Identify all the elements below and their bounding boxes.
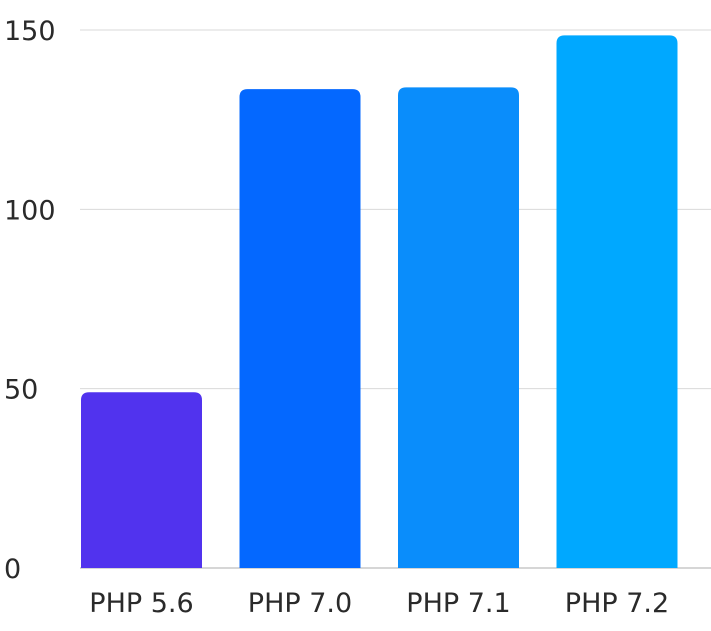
x-category-label: PHP 7.0 (248, 588, 352, 619)
y-tick-label: 50 (4, 375, 38, 406)
y-axis-tick-labels: 0 50 100 150 (4, 16, 56, 585)
y-tick-label: 0 (4, 554, 21, 585)
y-tick-label: 100 (4, 195, 56, 226)
bar (556, 35, 678, 568)
bar (81, 392, 202, 568)
y-tick-label: 150 (4, 16, 56, 47)
x-axis-category-labels: PHP 5.6 PHP 7.0 PHP 7.1 PHP 7.2 (89, 588, 669, 619)
x-category-label: PHP 7.2 (565, 588, 669, 619)
x-category-label: PHP 7.1 (406, 588, 510, 619)
bar (239, 89, 361, 569)
bars (81, 35, 678, 569)
bar (398, 87, 519, 569)
x-category-label: PHP 5.6 (89, 588, 193, 619)
